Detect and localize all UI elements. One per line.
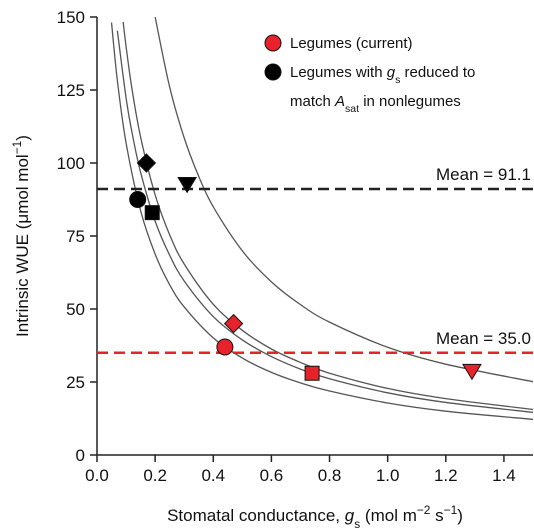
text-part: Intrinsic WUE (μmol mol [13, 154, 32, 337]
x-tick-label: 1.2 [434, 466, 458, 485]
x-tick-label: 1.4 [492, 466, 516, 485]
x-tick-label: 0.8 [318, 466, 342, 485]
curve [154, 17, 534, 383]
x-tick-label: 0.0 [85, 466, 109, 485]
text-part: reduced to [400, 64, 475, 81]
marker-diamond [223, 313, 244, 334]
marker-circle [264, 63, 282, 81]
marker-diamond [136, 153, 157, 173]
text-part: g [387, 64, 396, 81]
marker-circle [216, 338, 234, 356]
y-tick-label: 100 [57, 154, 85, 173]
text-part: s [395, 74, 400, 86]
y-axis-label: Intrinsic WUE (μmol mol−1) [10, 135, 32, 337]
text-part: in nonlegumes [359, 93, 461, 110]
curves [110, 17, 534, 421]
legend-label: Legumes (current) [290, 35, 413, 52]
y-tick-label: 75 [66, 227, 85, 246]
text-part: (mol m [360, 506, 417, 525]
text-part: s [354, 517, 360, 529]
mean-label: Mean = 91.1 [436, 165, 531, 184]
y-tick-label: 50 [66, 300, 85, 319]
x-tick-label: 0.2 [143, 466, 167, 485]
text-part: −1 [10, 140, 24, 154]
x-axis-label: Stomatal conductance, gs (mol m−2 s−1) [167, 503, 463, 529]
y-tick-label: 150 [57, 8, 85, 27]
y-tick-label: 0 [76, 446, 85, 465]
text-part: g [345, 506, 355, 525]
y-tick-label: 25 [66, 373, 85, 392]
marker-square [304, 365, 320, 381]
text-part: match [290, 93, 335, 110]
text-part: Legumes with [290, 64, 387, 81]
y-tick-label: 125 [57, 81, 85, 100]
curve [122, 21, 534, 411]
marker-triangle [462, 363, 482, 381]
text-part: −1 [444, 503, 458, 517]
curve [116, 30, 534, 414]
marker-square [144, 205, 160, 221]
text-part: sat [345, 103, 359, 115]
text-part: −2 [417, 503, 431, 517]
legend-label: Legumes with gs reduced to [290, 64, 475, 86]
text-part: ) [457, 506, 463, 525]
marker-circle [264, 34, 282, 52]
x-tick-label: 1.0 [376, 466, 400, 485]
curve [110, 22, 534, 421]
marker-triangle [177, 176, 197, 194]
x-tick-label: 0.6 [260, 466, 284, 485]
text-part: s [430, 506, 443, 525]
text-part: Stomatal conductance, [167, 506, 345, 525]
x-tick-label: 0.4 [201, 466, 225, 485]
legend-label: match Asat in nonlegumes [290, 93, 461, 115]
text-part: ) [13, 135, 32, 141]
mean-label: Mean = 35.0 [436, 329, 531, 348]
text-part: Legumes (current) [290, 35, 413, 52]
text-part: A [334, 93, 345, 110]
marker-circle [129, 191, 147, 208]
